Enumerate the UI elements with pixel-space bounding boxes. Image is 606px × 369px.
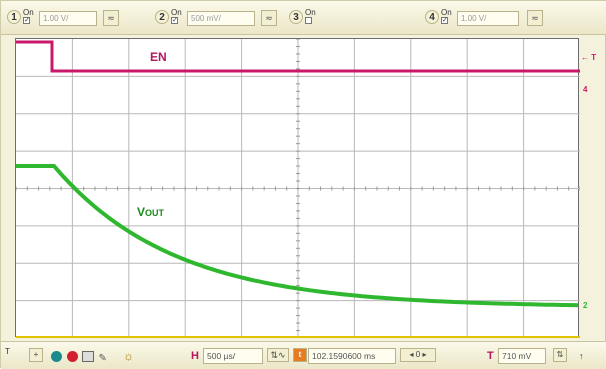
- timebase-toolbar: T + ✎ ☼ H 500 µs/ ⇅∿ t 102.1590600 ms ◂ …: [1, 341, 606, 369]
- channel-4-on-label: On: [441, 8, 452, 17]
- channel-2-on-label: On: [171, 8, 182, 17]
- delay-prev-button[interactable]: ◂: [409, 350, 414, 359]
- channel-3-controls: 3 On: [289, 8, 329, 28]
- trigger-mode-marker[interactable]: ↑: [579, 351, 584, 361]
- delay-field[interactable]: 102.1590600 ms: [308, 348, 396, 364]
- channel-4-number[interactable]: 4: [425, 10, 439, 24]
- channel-1-on-toggle[interactable]: On ✓: [23, 8, 37, 28]
- channel-2-scale-field[interactable]: 500 mV/: [187, 11, 255, 26]
- vout-trace-label: VOUT: [137, 205, 164, 219]
- delay-icon[interactable]: t: [293, 348, 307, 362]
- channel-4-ground-marker[interactable]: 4: [583, 85, 588, 94]
- channel-1-number[interactable]: 1: [7, 10, 21, 24]
- channel-2-on-toggle[interactable]: On ✓: [171, 8, 185, 28]
- run-icon[interactable]: [51, 351, 62, 363]
- channel-2-controls: 2 On ✓ 500 mV/ ≂: [155, 8, 285, 28]
- screen-icon[interactable]: [82, 351, 95, 363]
- vout-label-sub: OUT: [145, 208, 165, 218]
- waveform-display[interactable]: EN VOUT: [15, 38, 580, 338]
- channel-4-checkbox[interactable]: ✓: [441, 17, 448, 24]
- channel-4-coupling-button[interactable]: ≂: [527, 10, 543, 26]
- channel-2-coupling-button[interactable]: ≂: [261, 10, 277, 26]
- vout-label-main: V: [137, 205, 146, 219]
- channel-1-scale-field[interactable]: 1.00 V/: [39, 11, 97, 26]
- brightness-icon[interactable]: ☼: [123, 349, 134, 363]
- add-channel-button[interactable]: +: [29, 348, 43, 362]
- trigger-level-spinner[interactable]: ⇅: [553, 348, 567, 362]
- wrench-icon[interactable]: ✎: [98, 353, 107, 365]
- channel-2-checkbox[interactable]: ✓: [171, 17, 178, 24]
- run-stop-controls: ✎: [51, 348, 111, 364]
- trigger-level-marker[interactable]: ← T: [581, 53, 597, 62]
- trigger-position-marker[interactable]: T: [5, 347, 10, 356]
- channel-4-on-toggle[interactable]: On ✓: [441, 8, 455, 28]
- channel-1-coupling-button[interactable]: ≂: [103, 10, 119, 26]
- timebase-field[interactable]: 500 µs/: [203, 348, 263, 364]
- channel-4-scale-field[interactable]: 1.00 V/: [457, 11, 519, 26]
- delay-nav: ◂ 0 ▸: [400, 348, 436, 362]
- delay-zero-button[interactable]: 0: [415, 350, 421, 359]
- channel-3-checkbox[interactable]: [305, 17, 312, 24]
- channel-3-on-toggle[interactable]: On: [305, 8, 319, 28]
- channel-1-checkbox[interactable]: ✓: [23, 17, 30, 24]
- trigger-label: T: [487, 350, 494, 362]
- channel-4-controls: 4 On ✓ 1.00 V/ ≂: [425, 8, 555, 28]
- waveform-canvas: [16, 39, 580, 338]
- vout-trace: [16, 164, 579, 308]
- en-trace-label: EN: [150, 50, 167, 64]
- channel-3-number[interactable]: 3: [289, 10, 303, 24]
- delay-next-button[interactable]: ▸: [422, 350, 427, 359]
- channel-2-ground-marker[interactable]: 2: [583, 301, 588, 310]
- trigger-level-field[interactable]: 710 mV: [498, 348, 546, 364]
- record-icon[interactable]: [66, 351, 78, 363]
- timebase-spinner[interactable]: ⇅∿: [267, 348, 289, 362]
- channel-1-on-label: On: [23, 8, 34, 17]
- channel-3-on-label: On: [305, 8, 316, 17]
- en-trace: [16, 40, 580, 73]
- channel-1-controls: 1 On ✓ 1.00 V/ ≂: [7, 8, 127, 28]
- channel-2-number[interactable]: 2: [155, 10, 169, 24]
- channel-toolbar: 1 On ✓ 1.00 V/ ≂ 2 On ✓ 500 mV/ ≂ 3 On: [1, 1, 606, 35]
- horizontal-label: H: [191, 350, 199, 362]
